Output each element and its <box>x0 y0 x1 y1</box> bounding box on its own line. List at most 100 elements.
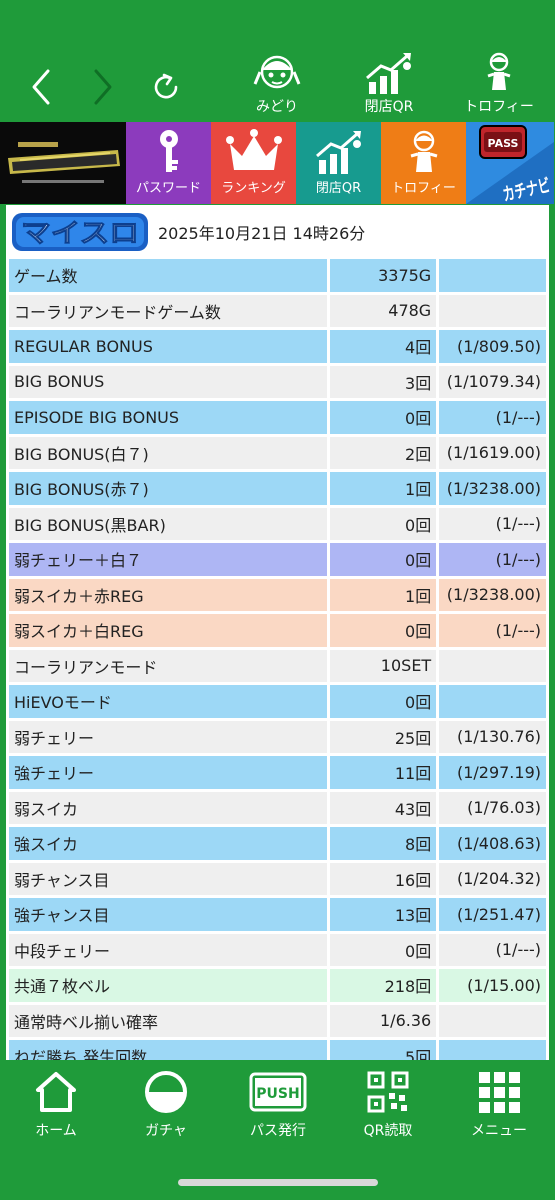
row-name: 弱チャンス目 <box>9 862 327 895</box>
game-logo-banner[interactable] <box>0 122 126 204</box>
row-name: 弱スイカ＋赤REG <box>9 578 327 611</box>
row-rate: (1/---) <box>439 614 546 647</box>
top-item-midori[interactable]: みどり <box>232 50 322 120</box>
stats-table: ゲーム数 3375G コーラリアンモードゲーム数 478G REGULAR BONUS 4… <box>6 256 549 1060</box>
row-rate: (1/3238.00) <box>439 472 546 505</box>
row-name: BIG BONUS(黒BAR) <box>9 507 327 540</box>
row-value: 1回 <box>329 578 437 611</box>
row-rate <box>439 1040 546 1060</box>
chevron-left-icon <box>32 69 50 105</box>
category-closing-qr[interactable]: 閉店QR <box>296 122 381 204</box>
row-rate: (1/76.03) <box>439 791 546 824</box>
row-rate <box>439 259 546 292</box>
table-row: BIG BONUS(赤７) 1回 (1/3238.00) <box>9 472 546 505</box>
row-value: 0回 <box>329 685 437 718</box>
top-item-trophy[interactable]: トロフィー <box>454 50 544 120</box>
table-row: REGULAR BONUS 4回 (1/809.50) <box>9 330 546 363</box>
row-rate: (1/---) <box>439 543 546 576</box>
qr-icon <box>367 1071 409 1113</box>
back-button[interactable] <box>22 60 62 114</box>
nav-qr-read[interactable]: QR読取 <box>338 1068 438 1139</box>
nav-label: メニュー <box>471 1123 527 1139</box>
row-value: 43回 <box>329 791 437 824</box>
row-name: ゲーム数 <box>9 259 327 292</box>
row-rate: (1/---) <box>439 507 546 540</box>
row-value: 5回 <box>329 1040 437 1060</box>
panel-header: マイスロ 2025年10月21日 14時26分 <box>6 205 549 259</box>
row-name: BIG BONUS(赤７) <box>9 472 327 505</box>
row-name: BIG BONUS <box>9 365 327 398</box>
push-icon: PUSH <box>249 1072 307 1112</box>
table-row: 弱チェリー＋白７ 0回 (1/---) <box>9 543 546 576</box>
table-row: 通常時ベル揃い確率 1/6.36 <box>9 1004 546 1037</box>
category-label: ランキング <box>221 181 286 196</box>
row-value: 4回 <box>329 330 437 363</box>
row-value: 25回 <box>329 720 437 753</box>
timestamp: 2025年10月21日 14時26分 <box>158 224 366 243</box>
row-value: 0回 <box>329 614 437 647</box>
row-name: 弱チェリー＋白７ <box>9 543 327 576</box>
row-name: 弱スイカ＋白REG <box>9 614 327 647</box>
category-label: 閉店QR <box>315 181 362 196</box>
nav-menu[interactable]: メニュー <box>449 1068 549 1139</box>
row-rate: (1/204.32) <box>439 862 546 895</box>
nav-home[interactable]: ホーム <box>6 1068 106 1139</box>
row-value: 11回 <box>329 756 437 789</box>
table-row: 中段チェリー 0回 (1/---) <box>9 933 546 966</box>
row-rate <box>439 1004 546 1037</box>
nav-pass-issue[interactable]: PUSH パス発行 <box>228 1068 328 1139</box>
home-indicator[interactable] <box>178 1179 378 1186</box>
character-icon <box>253 55 301 89</box>
top-app-bar: みどり 閉店QR トロフィー <box>0 0 555 122</box>
key-icon <box>159 130 178 172</box>
table-row: コーラリアンモードゲーム数 478G <box>9 294 546 327</box>
row-value: 13回 <box>329 898 437 931</box>
row-value: 3回 <box>329 365 437 398</box>
myslo-logo: マイスロ <box>12 213 148 251</box>
row-rate <box>439 649 546 682</box>
row-value: 8回 <box>329 827 437 860</box>
row-value: 0回 <box>329 401 437 434</box>
row-rate: (1/1079.34) <box>439 365 546 398</box>
row-rate: (1/15.00) <box>439 969 546 1002</box>
row-rate: (1/251.47) <box>439 898 546 931</box>
table-row: 共通７枚ベル 218回 (1/15.00) <box>9 969 546 1002</box>
table-row: 弱チャンス目 16回 (1/204.32) <box>9 862 546 895</box>
reload-icon <box>154 73 178 99</box>
row-name: 弱スイカ <box>9 791 327 824</box>
category-ranking[interactable]: ランキング <box>211 122 296 204</box>
table-row: HiEVOモード 0回 <box>9 685 546 718</box>
category-label: トロフィー <box>391 181 456 196</box>
top-item-label: 閉店QR <box>364 99 414 115</box>
row-rate: (1/809.50) <box>439 330 546 363</box>
table-row: BIG BONUS(白７) 2回 (1/1619.00) <box>9 436 546 469</box>
table-row: BIG BONUS 3回 (1/1079.34) <box>9 365 546 398</box>
row-rate: (1/130.76) <box>439 720 546 753</box>
table-row: 弱スイカ＋白REG 0回 (1/---) <box>9 614 546 647</box>
table-row: ゲーム数 3375G <box>9 259 546 292</box>
top-item-closing-qr[interactable]: 閉店QR <box>344 50 434 120</box>
row-name: REGULAR BONUS <box>9 330 327 363</box>
category-password[interactable]: パスワード <box>126 122 211 204</box>
category-trophy[interactable]: トロフィー <box>381 122 466 204</box>
home-icon <box>36 1072 76 1112</box>
chart-up-icon <box>315 131 361 174</box>
pass-kachinavi-icon: PASS カチナビ <box>466 122 554 204</box>
push-text: PUSH <box>256 1086 299 1102</box>
table-row: コーラリアンモード 10SET <box>9 649 546 682</box>
category-bar: パスワード ランキング 閉店QR トロフィー PASS カチナビ <box>0 122 555 204</box>
reload-button[interactable] <box>146 60 186 114</box>
table-row: 弱スイカ 43回 (1/76.03) <box>9 791 546 824</box>
data-panel: マイスロ 2025年10月21日 14時26分 ゲーム数 3375G コーラリアンモ… <box>6 205 549 1060</box>
forward-button[interactable] <box>82 60 122 114</box>
row-value: 0回 <box>329 507 437 540</box>
row-name: 弱チェリー <box>9 720 327 753</box>
table-row: 弱チェリー 25回 (1/130.76) <box>9 720 546 753</box>
row-value: 1/6.36 <box>329 1004 437 1037</box>
row-name: 強チャンス目 <box>9 898 327 931</box>
nav-gacha[interactable]: ガチャ <box>116 1068 216 1139</box>
gacha-icon <box>145 1071 187 1113</box>
row-name: ねだ勝ち 発生回数 <box>9 1040 327 1060</box>
row-rate: (1/297.19) <box>439 756 546 789</box>
pass-kachinavi-banner[interactable]: PASS カチナビ <box>466 122 554 204</box>
